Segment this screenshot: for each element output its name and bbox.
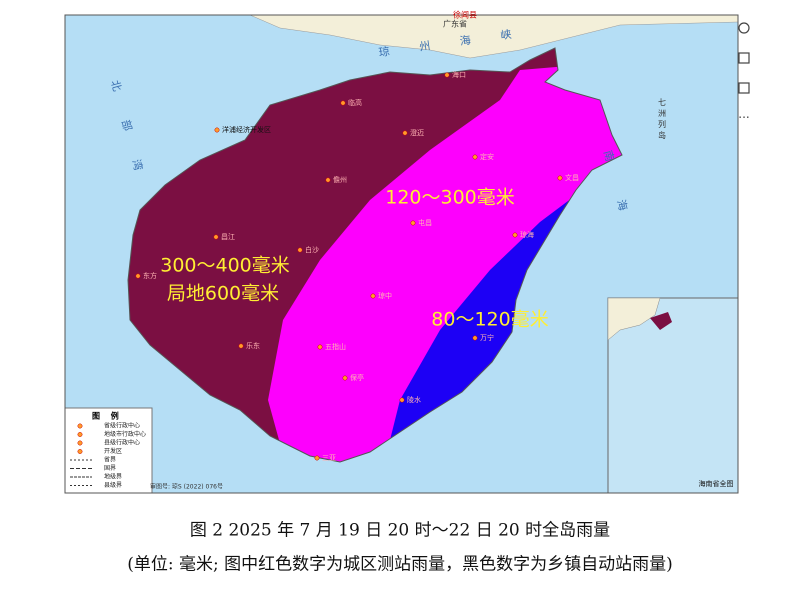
zoom-button[interactable] [738, 22, 750, 34]
place-dot [325, 177, 331, 183]
caption: (单位: 毫米; 图中红色数字为城区测站雨量，黑色数字为乡镇自动站雨量) [127, 555, 673, 575]
place-dot [557, 175, 563, 181]
legend-item: 地级市行政中心 [104, 430, 146, 438]
zone-label: 80～120毫米 [431, 309, 548, 331]
place-label: 儋州 [333, 175, 347, 184]
legend-item: 国界 [104, 465, 116, 472]
legend-symbol [77, 449, 83, 454]
place-dot [399, 397, 405, 403]
legend-item: 地级界 [104, 473, 122, 481]
place-label: 三亚 [322, 454, 336, 462]
legend-symbol [77, 423, 83, 429]
place-label: 琼中 [378, 291, 392, 300]
place-label: 海口 [452, 70, 466, 79]
place-dot [214, 127, 220, 133]
fit-button[interactable] [738, 82, 750, 94]
legend-item: 开发区 [104, 447, 122, 455]
legend-title: 图 例 [92, 411, 123, 421]
rotate-button[interactable] [738, 52, 750, 64]
map-border [64, 14, 739, 494]
legend-item: 省界 [104, 456, 116, 464]
inset-title: 海南省全图 [699, 479, 734, 488]
place-dot [512, 232, 518, 238]
map [65, 15, 738, 493]
place-label: 文昌 [565, 173, 579, 182]
legend-symbol [77, 440, 83, 446]
zone-label: 300～400毫米 [160, 255, 290, 277]
place-dot [370, 293, 376, 299]
place-label: 五指山 [325, 342, 346, 351]
place-dot [314, 455, 320, 461]
toolbar: ··· [738, 22, 750, 125]
place-label: 定安 [480, 152, 494, 161]
place-label: 保亭 [350, 373, 364, 382]
place-label: 乐东 [246, 341, 260, 350]
place-label: 洋浦经济开发区 [222, 125, 271, 134]
place-dot [135, 273, 141, 279]
legend-item: 县级界 [104, 481, 122, 489]
more-button[interactable]: ··· [738, 111, 749, 125]
place-dot [317, 344, 323, 350]
legend-item: 县级行政中心 [104, 439, 140, 447]
zone-label: 120～300毫米 [385, 187, 515, 209]
approval: 审图号: 琼S (2022) 076号 [150, 483, 223, 491]
place-label: 东方 [143, 271, 157, 280]
legend-item: 省级行政中心 [104, 422, 140, 430]
island-label: 七洲列岛 [658, 98, 667, 142]
place-dot [213, 234, 219, 240]
place-dot [238, 343, 244, 349]
place-label: 昌江 [221, 233, 235, 241]
legend-symbol [77, 432, 83, 437]
mainland [249, 15, 738, 59]
place-label: 万宁 [480, 333, 494, 342]
zone-note: 局地600毫米 [167, 283, 279, 305]
place-dot [297, 247, 303, 253]
place-dot [472, 335, 478, 341]
place-dot [410, 220, 416, 226]
place-label: 临高 [348, 98, 362, 107]
place-label: 屯昌 [418, 218, 432, 227]
mainland-label: 广东省 [443, 19, 467, 29]
place-dot [340, 100, 346, 106]
caption: 图 2 2025 年 7 月 19 日 20 时～22 日 20 时全岛雨量 [190, 521, 610, 541]
place-dot [342, 375, 348, 381]
place-dot [472, 154, 478, 160]
mainland-label: 徐闻县 [453, 10, 477, 20]
place-label: 陵水 [407, 395, 421, 404]
inset-map [607, 297, 738, 493]
place-label: 琼海 [520, 230, 534, 239]
place-dot [402, 130, 408, 136]
place-dot [444, 72, 450, 78]
place-label: 澄迈 [410, 128, 424, 137]
place-label: 白沙 [305, 245, 319, 254]
